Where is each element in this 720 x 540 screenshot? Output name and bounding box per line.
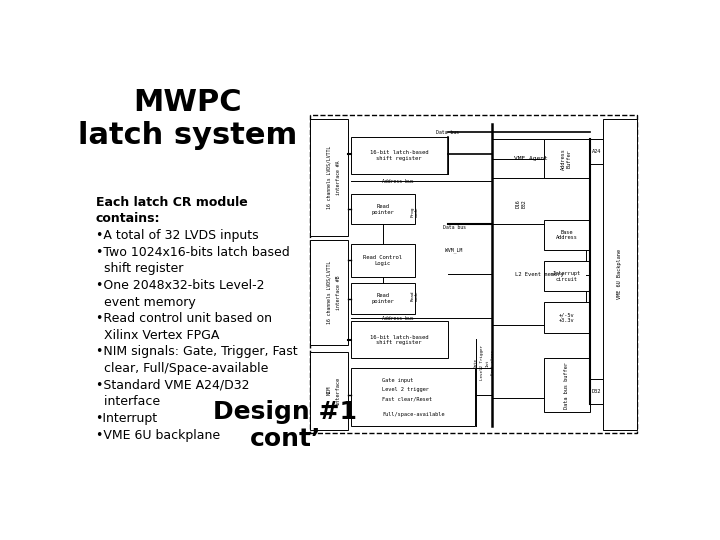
Bar <box>590 139 603 164</box>
Text: MWPC
latch system: MWPC latch system <box>78 87 297 150</box>
Text: Level 2 trigger: Level 2 trigger <box>382 387 429 393</box>
Text: Design #1
cont’: Design #1 cont’ <box>213 400 357 451</box>
Text: 16 channels LVDS/LVTTL: 16 channels LVDS/LVTTL <box>326 261 331 325</box>
Text: •Read control unit based on: •Read control unit based on <box>96 312 271 325</box>
Text: 16-bit latch-based
shift register: 16-bit latch-based shift register <box>370 334 428 345</box>
Text: Level2 Trigger: Level2 Trigger <box>480 345 484 380</box>
Text: •NIM signals: Gate, Trigger, Fast: •NIM signals: Gate, Trigger, Fast <box>96 346 297 359</box>
Text: Xilinx Vertex FPGA: Xilinx Vertex FPGA <box>96 329 219 342</box>
Text: D16: D16 <box>516 199 520 208</box>
Bar <box>590 379 603 404</box>
Text: NIM: NIM <box>326 386 331 395</box>
Text: interface: interface <box>96 395 160 408</box>
Bar <box>544 220 590 250</box>
Text: Data bus: Data bus <box>436 130 459 134</box>
Text: •Interrupt: •Interrupt <box>96 412 158 425</box>
Text: •Two 1024x16-bits latch based: •Two 1024x16-bits latch based <box>96 246 289 259</box>
Text: Address
Buffer: Address Buffer <box>562 147 572 170</box>
Bar <box>351 321 448 358</box>
Text: shift register: shift register <box>96 262 183 275</box>
Text: •VME 6U backplane: •VME 6U backplane <box>96 429 220 442</box>
Bar <box>351 368 475 427</box>
Text: A24: A24 <box>592 149 601 154</box>
Bar <box>544 358 590 412</box>
Text: •A total of 32 LVDS inputs: •A total of 32 LVDS inputs <box>96 229 258 242</box>
Text: Fast clear/Reset: Fast clear/Reset <box>382 397 432 402</box>
Text: Base
Address: Base Address <box>556 230 577 240</box>
Bar <box>603 119 636 430</box>
Text: Address bus: Address bus <box>382 316 414 321</box>
Bar <box>310 114 636 433</box>
Bar <box>544 261 590 291</box>
Text: interface #A: interface #A <box>336 160 341 195</box>
Bar <box>351 137 448 173</box>
Text: Interrupt
circuit: Interrupt circuit <box>552 271 581 282</box>
Text: Gate: Gate <box>474 358 478 368</box>
Bar <box>310 352 348 430</box>
Text: L2 Event memory: L2 Event memory <box>515 272 563 277</box>
Text: interface #B: interface #B <box>336 275 341 310</box>
Bar <box>544 139 590 178</box>
Text: +/-5v
+3.3v: +/-5v +3.3v <box>559 312 575 323</box>
Text: Data bus buffer: Data bus buffer <box>564 362 569 408</box>
Text: VME Agent: VME Agent <box>514 156 548 161</box>
Text: Prog
mode: Prog mode <box>410 206 419 217</box>
Text: Data bus: Data bus <box>443 225 466 230</box>
Text: Address bus: Address bus <box>382 179 414 184</box>
Bar <box>351 284 415 314</box>
Text: Read Control
Logic: Read Control Logic <box>364 255 402 266</box>
Text: Int: Int <box>485 359 490 367</box>
Text: Each latch CR module: Each latch CR module <box>96 196 248 209</box>
Text: •Standard VME A24/D32: •Standard VME A24/D32 <box>96 379 249 392</box>
Text: event memory: event memory <box>96 295 195 308</box>
Bar <box>310 119 348 235</box>
Text: Read
pointer: Read pointer <box>372 204 395 215</box>
Text: 16 channels LVDS/LVTTL: 16 channels LVDS/LVTTL <box>326 146 331 210</box>
Text: VME 6U Backplane: VME 6U Backplane <box>617 249 622 299</box>
Text: WVM_LM: WVM_LM <box>446 247 463 253</box>
Text: Read
mode: Read mode <box>410 291 419 301</box>
Bar <box>492 225 586 325</box>
Bar <box>310 240 348 345</box>
Text: Read
pointer: Read pointer <box>372 293 395 304</box>
Text: contains:: contains: <box>96 212 160 225</box>
Bar <box>351 244 415 277</box>
Text: D32: D32 <box>592 389 601 394</box>
Text: B32: B32 <box>522 199 527 208</box>
Text: interface: interface <box>336 377 341 405</box>
Text: Full/space-available: Full/space-available <box>382 412 445 417</box>
Bar <box>492 139 570 178</box>
Text: •One 2048x32-bits Level-2: •One 2048x32-bits Level-2 <box>96 279 264 292</box>
Text: clear, Full/Space-available: clear, Full/Space-available <box>96 362 268 375</box>
Text: Fast clear: Fast clear <box>491 350 495 375</box>
Text: 16-bit latch-based
shift register: 16-bit latch-based shift register <box>370 150 428 161</box>
Bar <box>544 302 590 333</box>
Text: Gate input: Gate input <box>382 378 413 383</box>
Bar <box>351 194 415 225</box>
